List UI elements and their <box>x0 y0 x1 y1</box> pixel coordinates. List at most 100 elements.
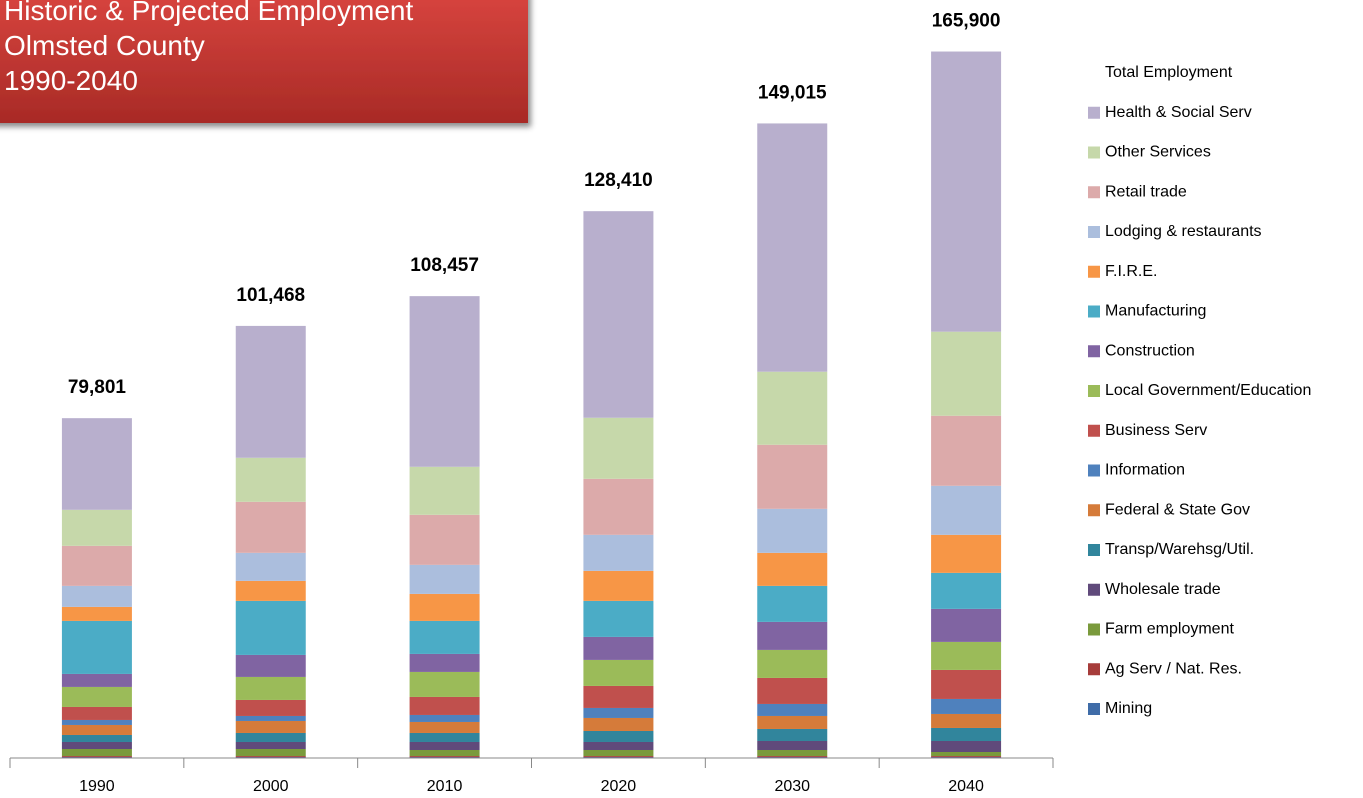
bar-segment <box>409 514 480 565</box>
legend-label: Transp/Warehsg/Util. <box>1105 541 1254 558</box>
bar-segment <box>235 552 306 581</box>
bar-segment <box>931 756 1002 758</box>
bar-segment <box>583 211 654 418</box>
bar-segment <box>409 466 480 515</box>
bar-segment <box>931 485 1002 535</box>
bar-segment <box>757 740 828 750</box>
bar-segment <box>583 570 654 601</box>
bar-segment <box>931 641 1002 670</box>
bar-segment <box>931 415 1002 486</box>
bar-segment <box>235 676 306 700</box>
bar-segment <box>583 757 654 758</box>
legend-label: Business Serv <box>1105 422 1207 439</box>
legend-swatch <box>1088 583 1100 596</box>
bar-segment <box>931 757 1002 758</box>
legend-swatch <box>1088 226 1100 238</box>
legend-label: Federal & State Gov <box>1105 501 1250 518</box>
bar-segment <box>61 545 132 586</box>
bar-segment <box>235 457 306 502</box>
bar-segment <box>409 749 480 757</box>
legend-swatch <box>1088 385 1100 397</box>
bar-segment <box>757 123 828 372</box>
bar-segment <box>61 509 132 546</box>
legend-label: Construction <box>1105 342 1195 359</box>
bar-segment <box>409 296 480 467</box>
bar-segment <box>583 707 654 718</box>
total-label: 128,410 <box>584 170 653 191</box>
bar-segment <box>583 478 654 535</box>
bar-segment <box>583 659 654 686</box>
bar-segment <box>61 706 132 720</box>
bar-segment <box>409 671 480 697</box>
bar-segment <box>757 585 828 622</box>
bar-segment <box>61 606 132 621</box>
bar-segment <box>235 741 306 749</box>
bar-segment <box>757 757 828 758</box>
bar-segment <box>931 740 1002 752</box>
chart-title: 1990-2040 <box>4 65 138 96</box>
legend-label: Local Government/Education <box>1105 382 1311 399</box>
bar-segment <box>757 703 828 716</box>
bar-segment <box>757 508 828 553</box>
bar-segment <box>61 686 132 707</box>
bar-segment <box>61 734 132 742</box>
bar-segment <box>235 757 306 758</box>
bar-segment <box>583 636 654 660</box>
bar-segment <box>583 741 654 750</box>
legend-swatch <box>1088 265 1100 278</box>
bar-segment <box>583 756 654 758</box>
legend-swatch <box>1088 424 1100 437</box>
bar-segment <box>61 741 132 749</box>
bar-segment <box>235 748 306 757</box>
legend-label: Ag Serv / Nat. Res. <box>1105 660 1242 677</box>
bar-segment <box>235 699 306 716</box>
bar-segment <box>931 713 1002 728</box>
bar-segment <box>409 732 480 742</box>
bar-segment <box>235 654 306 677</box>
bar-segment <box>409 741 480 750</box>
bar-segment <box>409 620 480 654</box>
legend-label: Health & Social Serv <box>1105 104 1252 121</box>
bar-segment <box>409 714 480 722</box>
bar-segment <box>61 724 132 735</box>
bar-segment <box>757 621 828 650</box>
bar-segment <box>61 719 132 725</box>
bar-segment <box>235 715 306 721</box>
bar-segment <box>61 673 132 687</box>
legend-label: Other Services <box>1105 144 1211 161</box>
legend-swatch <box>1088 186 1100 199</box>
bar-segment <box>583 749 654 757</box>
x-tick-label: 2030 <box>774 778 810 795</box>
legend-label: Manufacturing <box>1105 303 1206 320</box>
bar-segment <box>757 371 828 445</box>
bar-segment <box>931 331 1002 416</box>
legend-swatch <box>1088 663 1100 676</box>
bar-segment <box>931 727 1002 741</box>
bar-segment <box>235 580 306 601</box>
bar-segment <box>409 593 480 621</box>
bar-segment <box>235 325 306 458</box>
bar-segment <box>583 417 654 479</box>
bar-segment <box>61 620 132 674</box>
x-tick-label: 2010 <box>427 778 463 795</box>
bar-segment <box>931 534 1002 573</box>
bar-segment <box>61 418 132 510</box>
bar-segment <box>409 696 480 715</box>
total-label: 108,457 <box>410 255 479 276</box>
legend-swatch <box>1088 146 1100 159</box>
bar-segment <box>235 600 306 655</box>
legend-label: Total Employment <box>1105 64 1233 81</box>
legend-label: F.I.R.E. <box>1105 263 1157 280</box>
legend-swatch <box>1088 106 1100 119</box>
legend-label: Information <box>1105 462 1185 479</box>
bar-segment <box>409 756 480 758</box>
x-tick-label: 2000 <box>253 778 289 795</box>
x-tick-label: 2020 <box>601 778 637 795</box>
bar-segment <box>757 552 828 586</box>
bar-segment <box>235 756 306 758</box>
title-box <box>0 0 528 123</box>
bar-segment <box>235 732 306 742</box>
bar-segment <box>757 649 828 678</box>
bar-segment <box>757 749 828 757</box>
